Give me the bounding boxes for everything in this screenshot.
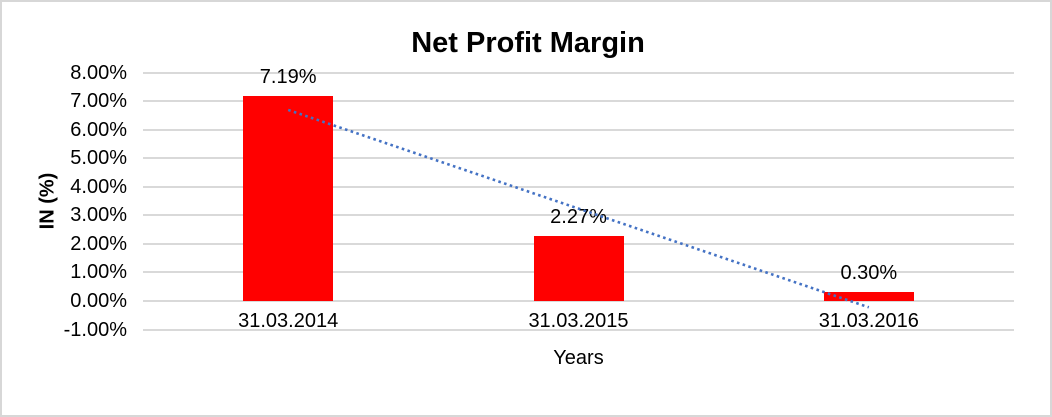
y-tick-label: 7.00% (70, 90, 127, 113)
y-tick-label: 2.00% (70, 232, 127, 255)
gridline (143, 100, 1014, 103)
bar (533, 236, 624, 302)
y-tick-label: 0.00% (70, 290, 127, 313)
bar (823, 292, 914, 302)
gridline (143, 328, 1014, 331)
y-tick-label: 1.00% (70, 261, 127, 284)
y-tick-label: 4.00% (70, 175, 127, 198)
x-tick-label: 31.03.2016 (818, 310, 919, 332)
bar-value-label: 0.30% (840, 262, 898, 285)
y-tick-label: 8.00% (70, 61, 127, 84)
bar-value-label: 7.19% (259, 65, 317, 88)
y-tick-label: 6.00% (70, 118, 127, 141)
y-tick-label: -1.00% (63, 318, 127, 341)
y-tick-label: 5.00% (70, 147, 127, 170)
x-tick-label: 31.03.2014 (238, 310, 339, 332)
bar-value-label: 2.27% (550, 206, 607, 229)
chart-title: Net Profit Margin (411, 27, 645, 59)
gridline (143, 71, 1014, 74)
x-axis-title: Years (553, 347, 604, 369)
y-tick-label: 3.00% (70, 204, 127, 227)
bar (243, 95, 334, 302)
x-tick-label: 31.03.2015 (528, 310, 629, 332)
